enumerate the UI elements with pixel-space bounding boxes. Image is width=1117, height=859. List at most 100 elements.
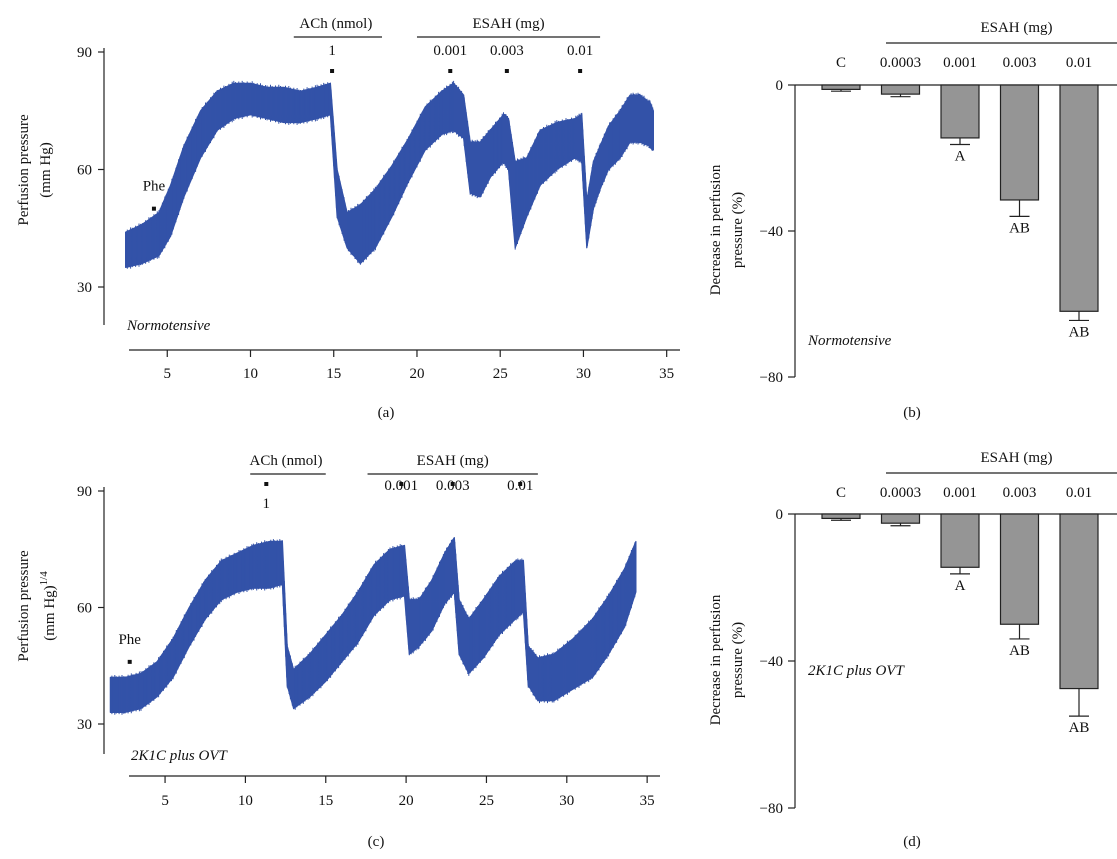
x-tick-label: 15 xyxy=(318,793,333,809)
pressure-trace-band xyxy=(125,82,654,268)
esah-dose-marker xyxy=(518,482,523,486)
y-axis-label-line1: Decrease in perfusion xyxy=(708,164,724,295)
x-tick-label: 5 xyxy=(164,366,172,382)
bar xyxy=(940,513,980,568)
category-label: 0.01 xyxy=(1066,55,1092,71)
bar xyxy=(880,84,921,95)
x-tick-label: 25 xyxy=(493,366,508,382)
y-tick-label: 0 xyxy=(776,507,784,523)
category-label: 0.0003 xyxy=(880,485,921,501)
y-axis-label-line2: pressure (%) xyxy=(730,192,746,268)
trace-panel-a: 30 60 90 5 10 15 20 25 30 35 Perfusion pressure (mm… xyxy=(16,16,680,421)
x-tick-label: 10 xyxy=(243,366,258,382)
phe-label: Phe xyxy=(143,179,166,195)
bar-panel-d: 0 −40 −80 Decrease in perfusion pressure (%)… xyxy=(708,450,1117,850)
bar xyxy=(940,84,980,139)
x-tick-label: 5 xyxy=(161,793,169,809)
bar xyxy=(1059,84,1099,312)
category-label: C xyxy=(836,55,846,71)
y-tick-label: 30 xyxy=(77,717,92,733)
esah-dose-marker xyxy=(504,69,509,73)
y-axis-label-line2: pressure (%) xyxy=(730,622,746,698)
pressure-trace-jitter xyxy=(125,80,654,269)
y-tick-label: 60 xyxy=(77,601,92,617)
y-tick-label: 90 xyxy=(77,45,92,61)
category-label: 0.01 xyxy=(1066,485,1092,501)
esah-header-label: ESAH (mg) xyxy=(417,453,489,469)
category-label: 0.001 xyxy=(943,485,977,501)
esah-header-label: ESAH (mg) xyxy=(472,16,544,32)
trace-panel-c: 30 60 90 5 10 15 20 25 30 35 Perfusion pressure (mm… xyxy=(16,453,660,850)
y-tick-label: −40 xyxy=(760,224,783,240)
ach-dose-marker xyxy=(330,69,335,73)
y-axis-label-line1: Perfusion pressure xyxy=(16,550,32,662)
x-tick-label: 25 xyxy=(479,793,494,809)
ach-header-label: ACh (nmol) xyxy=(250,453,323,469)
y-tick-label: −40 xyxy=(760,654,783,670)
category-label: 0.003 xyxy=(1003,485,1037,501)
panel-label: (d) xyxy=(903,834,921,850)
panel-label: (b) xyxy=(903,405,921,421)
significance-label: AB xyxy=(1009,643,1030,659)
condition-note: 2K1C plus OVT xyxy=(808,663,906,679)
bar xyxy=(821,84,861,90)
y-axis-label-units: (mm Hg) xyxy=(38,142,54,197)
pressure-trace-jitter xyxy=(109,537,636,715)
ach-header-label: ACh (nmol) xyxy=(299,16,372,32)
esah-dose-label: 0.001 xyxy=(433,43,467,59)
x-tick-label: 35 xyxy=(640,793,655,809)
x-tick-label: 35 xyxy=(659,366,674,382)
condition-note: Normotensive xyxy=(126,318,211,334)
esah-header-label: ESAH (mg) xyxy=(980,450,1052,466)
bar xyxy=(1059,513,1099,690)
category-label: 0.003 xyxy=(1003,55,1037,71)
y-tick-label: −80 xyxy=(760,801,783,817)
y-tick-label: 60 xyxy=(77,163,92,179)
panel-label: (a) xyxy=(378,405,395,421)
condition-note: 2K1C plus OVT xyxy=(131,748,229,764)
y-axis-label-units: (mm Hg) xyxy=(42,585,58,640)
bar xyxy=(999,84,1040,201)
y-axis-label-line1: Decrease in perfusion xyxy=(708,594,724,725)
significance-label: AB xyxy=(1009,220,1030,236)
esah-header-label: ESAH (mg) xyxy=(980,20,1052,36)
ach-dose-label: 1 xyxy=(328,43,336,59)
phe-marker xyxy=(151,206,156,211)
significance-label: A xyxy=(955,578,966,594)
category-label: 0.001 xyxy=(943,55,977,71)
x-tick-label: 20 xyxy=(409,366,424,382)
y-axis-label-line1: Perfusion pressure xyxy=(16,114,32,226)
y-axis-label-line2: (mm Hg) xyxy=(38,142,54,197)
significance-label: A xyxy=(955,148,966,164)
y-tick-label: 30 xyxy=(77,280,92,296)
significance-label: AB xyxy=(1069,720,1090,736)
ach-dose-marker xyxy=(264,482,269,486)
phe-marker xyxy=(127,659,132,664)
x-tick-label: 10 xyxy=(238,793,253,809)
esah-dose-label: 0.01 xyxy=(567,43,593,59)
bar xyxy=(999,513,1040,625)
condition-note: Normotensive xyxy=(807,333,892,349)
esah-dose-marker xyxy=(450,482,455,486)
significance-label: AB xyxy=(1069,324,1090,340)
panel-label: (c) xyxy=(368,834,385,850)
x-tick-label: 15 xyxy=(326,366,341,382)
y-tick-label: −80 xyxy=(760,370,783,386)
bar-panel-b: 0 −40 −80 Decrease in perfusion pressure (%)… xyxy=(708,20,1117,421)
category-label: 0.0003 xyxy=(880,55,921,71)
esah-dose-marker xyxy=(448,69,453,73)
x-tick-label: 20 xyxy=(399,793,414,809)
category-label: C xyxy=(836,485,846,501)
bar xyxy=(880,513,921,524)
y-tick-label: 0 xyxy=(776,78,784,94)
ach-dose-label: 1 xyxy=(263,496,271,512)
bar xyxy=(821,513,861,520)
x-tick-label: 30 xyxy=(559,793,574,809)
y-tick-label: 90 xyxy=(77,484,92,500)
esah-dose-marker xyxy=(399,482,404,486)
phe-label: Phe xyxy=(118,632,141,648)
y-axis-label-exponent: 1/4 xyxy=(38,571,50,586)
y-axis-label-line2: (mm Hg)1/4 xyxy=(38,571,58,641)
esah-dose-label: 0.003 xyxy=(490,43,524,59)
